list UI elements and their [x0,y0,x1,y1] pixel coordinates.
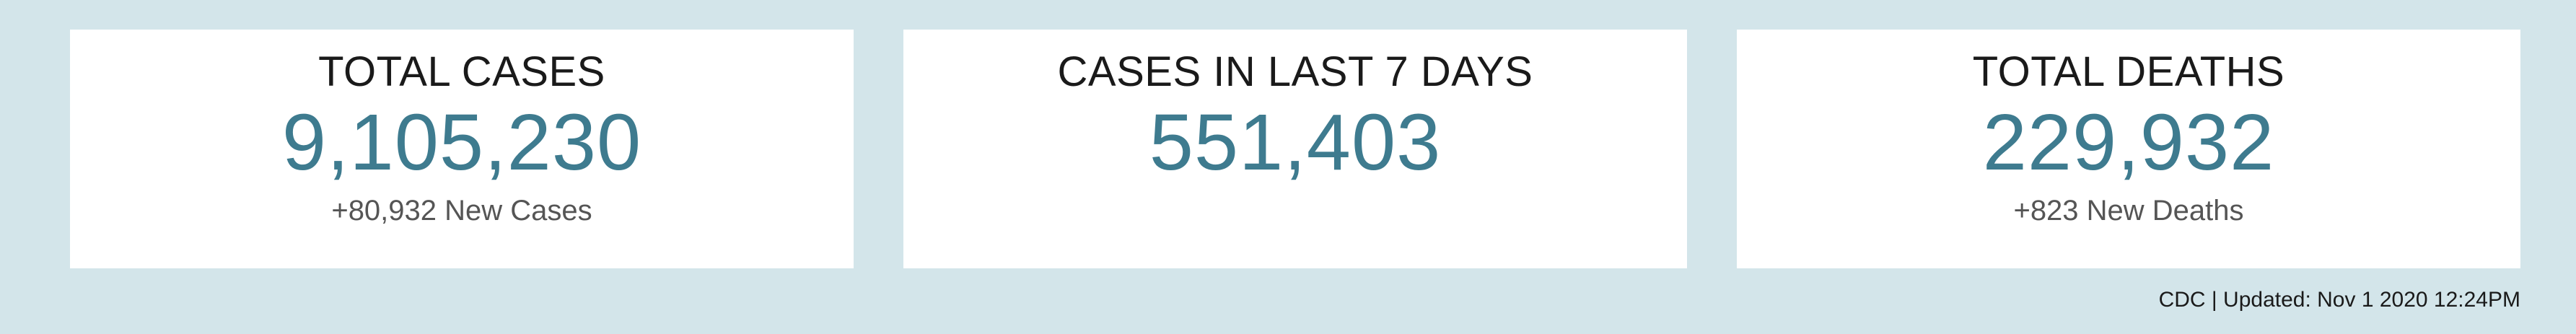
total-deaths-value: 229,932 [1982,97,2275,187]
updated-footer: CDC | Updated: Nov 1 2020 12:24PM [2158,288,2520,312]
cases-last-7-days-card: CASES IN LAST 7 DAYS 551,403 [903,30,1687,268]
stats-cards: TOTAL CASES 9,105,230 +80,932 New Cases … [70,30,2520,268]
total-cases-card: TOTAL CASES 9,105,230 +80,932 New Cases [70,30,854,268]
new-cases-text: +80,932 New Cases [331,194,592,227]
cases-last-7-days-title: CASES IN LAST 7 DAYS [1057,48,1533,95]
new-deaths-text: +823 New Deaths [2013,194,2244,227]
cases-last-7-days-value: 551,403 [1149,97,1442,187]
total-cases-title: TOTAL CASES [318,48,605,95]
total-cases-value: 9,105,230 [281,97,642,187]
total-deaths-title: TOTAL DEATHS [1972,48,2285,95]
total-deaths-card: TOTAL DEATHS 229,932 +823 New Deaths [1737,30,2520,268]
